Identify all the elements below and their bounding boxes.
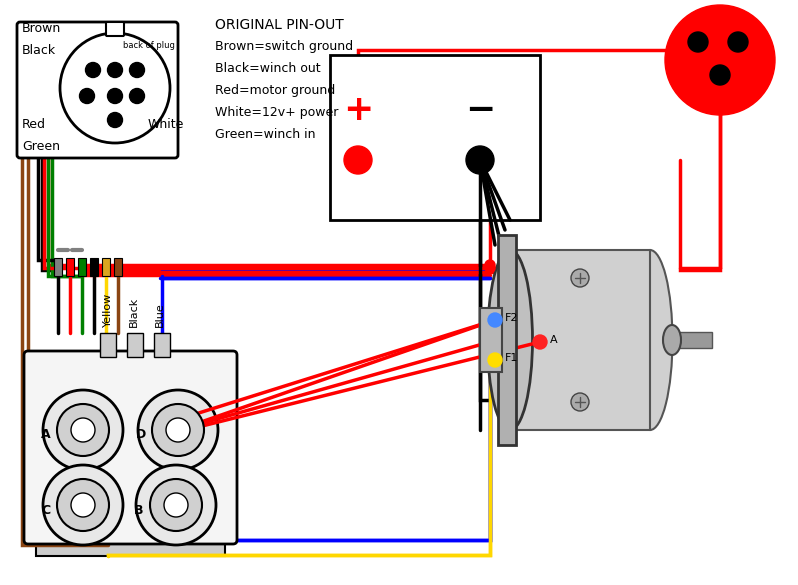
Circle shape bbox=[485, 263, 495, 273]
Circle shape bbox=[166, 418, 190, 442]
FancyBboxPatch shape bbox=[17, 22, 178, 158]
Text: Black: Black bbox=[129, 297, 139, 327]
Bar bbox=[36, 538, 225, 556]
Circle shape bbox=[571, 269, 589, 287]
Text: Red=motor ground: Red=motor ground bbox=[215, 84, 335, 97]
Circle shape bbox=[136, 465, 216, 545]
Circle shape bbox=[108, 88, 123, 104]
Circle shape bbox=[71, 493, 95, 517]
Bar bbox=[114, 258, 122, 276]
Circle shape bbox=[85, 63, 101, 77]
Bar bbox=[66, 258, 74, 276]
Text: Brown=switch ground: Brown=switch ground bbox=[215, 40, 354, 53]
Circle shape bbox=[60, 33, 170, 143]
Text: A: A bbox=[550, 335, 558, 345]
Text: C: C bbox=[41, 504, 50, 517]
Circle shape bbox=[108, 112, 123, 128]
Bar bbox=[127, 333, 143, 357]
Text: F2: F2 bbox=[505, 313, 519, 323]
Bar bbox=[154, 333, 170, 357]
FancyBboxPatch shape bbox=[24, 351, 237, 544]
Text: +: + bbox=[343, 93, 373, 127]
Circle shape bbox=[488, 313, 502, 327]
Text: back of plug: back of plug bbox=[123, 41, 175, 50]
Circle shape bbox=[150, 479, 202, 531]
Circle shape bbox=[71, 418, 95, 442]
Circle shape bbox=[466, 146, 494, 174]
Text: Yellow: Yellow bbox=[103, 292, 113, 327]
Circle shape bbox=[665, 5, 775, 115]
Circle shape bbox=[43, 465, 123, 545]
Circle shape bbox=[344, 146, 372, 174]
Text: Black: Black bbox=[22, 44, 56, 57]
Text: B: B bbox=[134, 504, 144, 517]
Text: Green: Green bbox=[22, 140, 60, 153]
Bar bbox=[480, 308, 502, 372]
Text: White: White bbox=[148, 118, 184, 131]
Text: Red: Red bbox=[22, 118, 46, 131]
Circle shape bbox=[164, 493, 188, 517]
Text: Black=winch out: Black=winch out bbox=[215, 62, 321, 75]
Circle shape bbox=[138, 390, 218, 470]
Bar bbox=[78, 258, 86, 276]
Ellipse shape bbox=[627, 250, 673, 430]
Bar bbox=[498, 235, 516, 445]
Circle shape bbox=[43, 390, 123, 470]
Text: A: A bbox=[41, 428, 50, 442]
Text: D: D bbox=[136, 428, 146, 442]
Circle shape bbox=[710, 65, 730, 85]
Ellipse shape bbox=[488, 250, 532, 430]
FancyBboxPatch shape bbox=[106, 22, 124, 36]
Circle shape bbox=[57, 404, 109, 456]
Bar bbox=[102, 258, 110, 276]
Bar bbox=[330, 55, 540, 220]
Text: Blue: Blue bbox=[155, 302, 165, 327]
Circle shape bbox=[129, 88, 144, 104]
Circle shape bbox=[152, 404, 204, 456]
Bar bbox=[100, 333, 116, 357]
Text: ORIGINAL PIN-OUT: ORIGINAL PIN-OUT bbox=[215, 18, 344, 32]
Circle shape bbox=[129, 63, 144, 77]
Circle shape bbox=[108, 63, 123, 77]
Text: Brown: Brown bbox=[22, 22, 61, 35]
Text: Green=winch in: Green=winch in bbox=[215, 128, 315, 141]
Text: F1: F1 bbox=[505, 353, 519, 363]
Bar bbox=[90, 258, 98, 276]
Circle shape bbox=[571, 393, 589, 411]
Text: White=12v+ power: White=12v+ power bbox=[215, 106, 338, 119]
Ellipse shape bbox=[663, 325, 681, 355]
Circle shape bbox=[728, 32, 748, 52]
Circle shape bbox=[57, 479, 109, 531]
Text: −: − bbox=[465, 93, 495, 127]
Circle shape bbox=[688, 32, 708, 52]
Circle shape bbox=[488, 353, 502, 367]
Circle shape bbox=[80, 88, 94, 104]
Circle shape bbox=[533, 335, 547, 349]
Bar bbox=[510, 250, 650, 430]
Circle shape bbox=[485, 260, 495, 270]
Bar bbox=[54, 258, 62, 276]
Bar bbox=[672, 332, 712, 348]
